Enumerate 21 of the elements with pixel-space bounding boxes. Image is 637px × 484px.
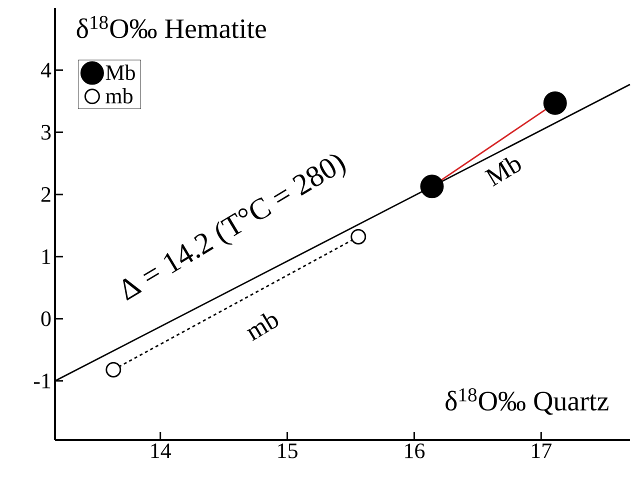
y-axis-title: δ$^{18}$O‰ Hematite <box>76 16 266 38</box>
x-tick-label: 17 <box>532 444 552 458</box>
point <box>350 228 366 244</box>
y-tick-label: 0 <box>41 311 51 326</box>
y-tick-label: 2 <box>41 187 50 202</box>
y-tick-label: 1 <box>42 249 50 264</box>
annotation: Δ = 14.2 (T°C = 280) <box>122 154 346 300</box>
point <box>543 91 567 115</box>
point <box>106 362 122 378</box>
point <box>420 174 444 198</box>
y-tick-label: 3 <box>42 124 51 140</box>
x-tick-label: 14 <box>151 444 172 458</box>
annotation: mb <box>246 313 278 341</box>
legend-label: mb <box>106 88 132 104</box>
x-tick-label: 15 <box>278 444 298 458</box>
y-tick-label: -1 <box>34 374 50 388</box>
annotation: Mb <box>484 158 521 187</box>
x-tick-label: 16 <box>405 444 425 458</box>
x-axis-title: δ$^{18}$O‰ Quartz <box>446 388 608 415</box>
legend-label: Mb <box>106 64 135 80</box>
y-tick-label: 4 <box>40 62 52 78</box>
